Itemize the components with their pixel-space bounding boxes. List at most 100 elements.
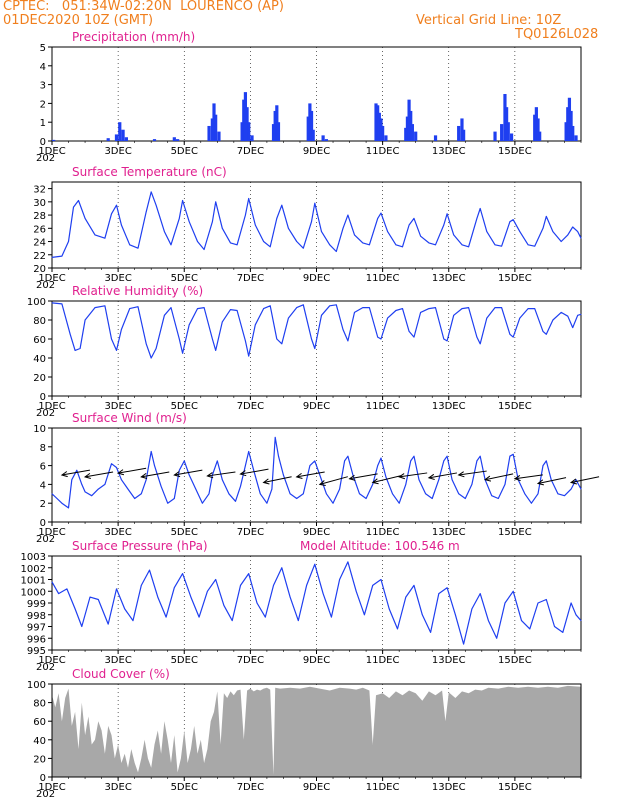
y-tick-label: 80: [33, 699, 46, 710]
series-point: [248, 573, 250, 575]
x-year-stub: 202: [36, 408, 55, 419]
series-point: [524, 493, 526, 495]
cloud-area: [52, 685, 581, 777]
y-tick-label: 100: [27, 297, 46, 308]
precip-bar: [172, 137, 176, 141]
series-point: [479, 208, 481, 209]
series-point: [413, 217, 415, 219]
wind-vector: [61, 469, 91, 476]
series-point: [140, 493, 142, 495]
series-point: [463, 643, 465, 645]
series-point: [329, 244, 331, 246]
series-point: [215, 350, 217, 351]
series-point: [425, 493, 427, 495]
x-tick-label: 1DEC: [38, 655, 65, 666]
series-point: [335, 251, 337, 252]
x-tick-label: 15DEC: [498, 527, 532, 538]
wind-vector-head: [262, 478, 270, 485]
x-year-stub: 202: [36, 789, 55, 800]
wind-vector: [399, 472, 428, 478]
precip-bar: [309, 110, 314, 141]
precip-bar: [311, 129, 315, 141]
y-tick-label: 4: [40, 62, 46, 73]
precip-bar: [214, 114, 218, 141]
series-point: [116, 588, 117, 590]
precip-bar: [207, 125, 211, 141]
wind-vector: [458, 470, 487, 476]
series-point: [124, 608, 126, 610]
series-point: [413, 455, 415, 457]
y-tick-label: 1000: [21, 587, 46, 598]
x-tick-label: 5DEC: [171, 401, 198, 412]
series-point: [221, 321, 223, 323]
precip-bar: [571, 125, 575, 141]
series-point: [216, 460, 218, 462]
series-point: [527, 244, 529, 246]
series-point: [326, 493, 327, 495]
precip-bar: [533, 114, 537, 141]
series-point: [362, 242, 364, 244]
x-tick-label: 11DEC: [366, 655, 400, 666]
series-point: [116, 350, 117, 351]
series-point: [494, 244, 496, 246]
series-point: [178, 338, 180, 340]
y-tick-label: 3: [40, 81, 46, 92]
series-point: [453, 234, 455, 236]
series-point: [534, 245, 536, 247]
series-point: [545, 216, 547, 217]
series-point: [443, 460, 445, 462]
x-tick-label: 9DEC: [303, 146, 330, 157]
x-year-stub: 202: [36, 280, 55, 291]
series-point: [188, 324, 190, 326]
series-point: [197, 241, 198, 242]
series-group: [51, 191, 582, 258]
series-point: [188, 221, 190, 223]
precip-bar: [374, 103, 378, 141]
y-tick-label: 1001: [21, 576, 46, 587]
series-point: [276, 217, 278, 219]
series-point: [203, 249, 205, 250]
header-grid-line: Vertical Grid Line: 10Z: [416, 13, 562, 28]
x-tick-label: 13DEC: [432, 273, 466, 284]
precip-bar: [536, 118, 540, 141]
series-point: [321, 231, 322, 233]
series-point: [359, 493, 360, 495]
y-tick-label: 26: [33, 224, 46, 235]
series-point: [164, 231, 165, 233]
x-tick-label: 3DEC: [104, 146, 131, 157]
x-tick-label: 5DEC: [171, 782, 198, 793]
series-point: [302, 493, 304, 495]
y-tick-label: 6: [40, 462, 46, 473]
series-point: [377, 465, 379, 466]
series-point: [435, 307, 436, 309]
series-point: [418, 479, 420, 481]
x-tick-label: 13DEC: [432, 527, 466, 538]
series-point: [431, 498, 433, 499]
series-point: [314, 348, 316, 349]
x-tick-label: 1DEC: [38, 146, 65, 157]
x-tick-label: 3DEC: [104, 655, 131, 666]
series-point: [150, 191, 152, 193]
series-point: [446, 587, 448, 589]
precip-bar: [52, 139, 56, 141]
series-point: [51, 302, 53, 304]
series-point: [537, 493, 539, 495]
series-group: [51, 436, 600, 509]
series-line: [51, 191, 582, 258]
series-point: [395, 310, 397, 311]
series-point: [195, 488, 197, 490]
series-point: [197, 308, 198, 309]
precip-bar: [405, 116, 410, 141]
x-tick-label: 1DEC: [38, 401, 65, 412]
series-point: [182, 352, 183, 354]
x-tick-label: 11DEC: [366, 527, 400, 538]
series-point: [552, 319, 554, 321]
series-point: [387, 317, 388, 319]
series-point: [413, 584, 415, 586]
series-point: [137, 306, 139, 308]
series-point: [564, 495, 565, 497]
series-point: [476, 460, 478, 462]
series-point: [145, 479, 147, 481]
wind-vector: [240, 468, 269, 475]
series-point: [61, 303, 63, 305]
